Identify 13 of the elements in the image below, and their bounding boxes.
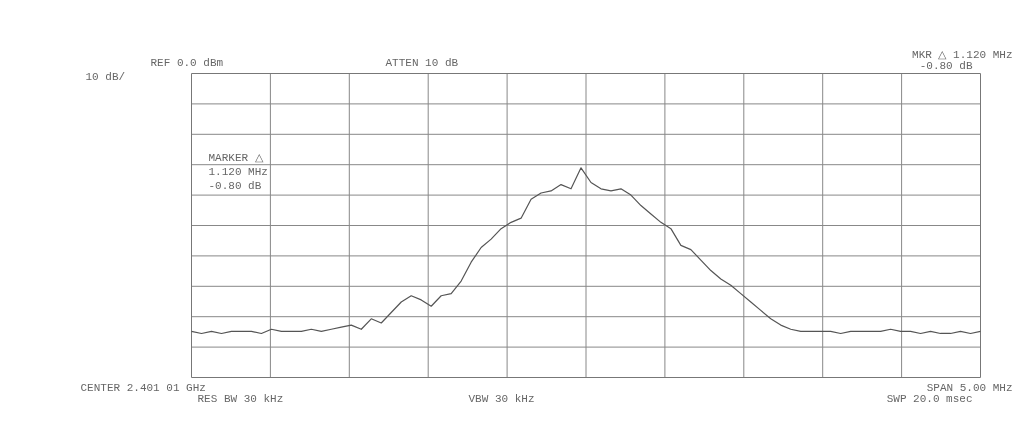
text: REF 0.0 dBm <box>150 56 224 69</box>
text: MARKER △ <box>208 151 264 164</box>
text: 10 dB/ <box>85 70 126 83</box>
text: ATTEN 10 dB <box>385 56 459 69</box>
text: RES BW 30 kHz <box>197 392 284 405</box>
text: SPAN 5.00 MHz <box>926 381 1013 394</box>
text: SWP 20.0 msec <box>886 392 973 405</box>
annotation: -0.80 dB <box>208 179 262 192</box>
text: VBW 30 kHz <box>468 392 535 405</box>
annotation: 1.120 MHz <box>208 165 268 178</box>
text: -0.80 dB <box>919 59 973 72</box>
text: MKR △ 1.120 MHz <box>912 48 1013 61</box>
text: CENTER 2.401 01 GHz <box>80 381 206 394</box>
